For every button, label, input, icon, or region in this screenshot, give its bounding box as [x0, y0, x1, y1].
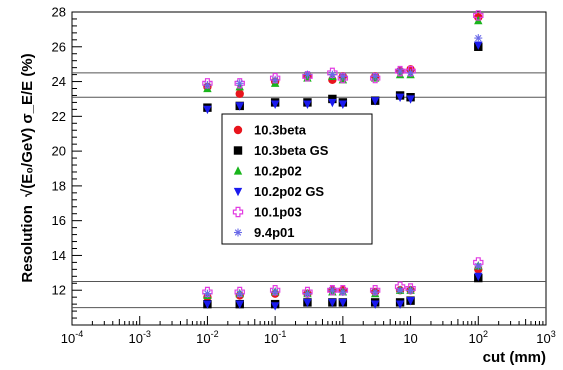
y-axis-label-prefix: Resolution: [19, 205, 36, 283]
data-point: [303, 70, 312, 79]
data-point: [327, 67, 338, 79]
data-point: [338, 72, 347, 81]
data-point: [203, 105, 212, 115]
data-point: [337, 285, 349, 296]
data-point: [338, 298, 348, 308]
data-points: [202, 10, 484, 311]
data-point: [270, 302, 280, 311]
legend-marker: [234, 228, 242, 237]
data-point: [474, 41, 483, 50]
data-point: [269, 72, 281, 84]
data-point: [371, 287, 380, 296]
data-point: [371, 72, 380, 81]
y-tick-label: 22: [52, 109, 66, 124]
data-point: [234, 286, 245, 298]
data-point: [235, 300, 244, 309]
data-point: [369, 285, 381, 296]
data-point: [406, 68, 415, 77]
legend-label: 10.3beta: [254, 123, 307, 138]
x-tick-label: 10-3: [128, 329, 150, 346]
series-10-1p03: [202, 10, 484, 298]
data-point: [328, 298, 337, 308]
data-point: [328, 286, 337, 295]
legend-marker: [233, 146, 243, 155]
legend-label: 10.3beta GS: [254, 143, 329, 158]
legend-marker: [232, 206, 244, 218]
data-point: [271, 75, 280, 84]
x-tick-label: 10-1: [264, 329, 286, 346]
data-point: [370, 97, 380, 106]
y-tick-label: 18: [52, 178, 66, 193]
legend-marker: [233, 166, 243, 175]
data-point: [474, 34, 483, 43]
x-tick-label: 10-4: [61, 329, 83, 346]
data-point: [270, 100, 280, 109]
data-point: [338, 287, 347, 296]
y-tick-label: 12: [52, 283, 66, 298]
data-point: [303, 298, 312, 308]
series-10-2p02-gs: [203, 41, 483, 311]
y-tick-label: 24: [52, 74, 66, 89]
plot-frame: [71, 11, 547, 326]
svg-text:Resolution √(E₀/GeV) σ_E: Resolution √(E₀/GeV) σ_E/E (%): [19, 53, 36, 282]
x-tick-label: 102: [469, 329, 488, 346]
x-tick-label: 1: [339, 331, 346, 346]
data-point: [395, 93, 405, 103]
data-point: [203, 81, 212, 90]
data-point: [396, 67, 405, 76]
data-point: [473, 10, 484, 21]
y-tick-label: 26: [52, 39, 66, 54]
data-point: [269, 285, 281, 296]
y-tick-label: 28: [52, 5, 66, 20]
legend-label: 10.2p02: [254, 164, 302, 179]
y-tick-label: 16: [52, 213, 66, 228]
data-point: [271, 287, 280, 296]
axes: 10-4 10-3 10-2 10-1 1 10 102 103 12 14 16 18 20 22 24 2…: [52, 5, 556, 347]
data-point: [406, 297, 415, 306]
data-point: [395, 300, 405, 309]
data-point: [474, 261, 483, 270]
x-tick-label: 10: [403, 331, 417, 346]
data-point: [203, 300, 212, 309]
y-axis-label-formula: √(E₀/GeV) σ_E/E (%): [19, 53, 36, 197]
data-point: [474, 272, 483, 282]
x-tick-label: 103: [536, 329, 555, 346]
data-point: [370, 300, 380, 309]
data-point: [302, 286, 313, 298]
legend-label: 10.1p03: [254, 205, 302, 220]
data-point: [202, 78, 213, 89]
data-point: [235, 89, 244, 98]
y-axis-label: Resolution √(E₀/GeV) σ_E/E (%): [19, 53, 36, 282]
legend-marker: [233, 125, 243, 135]
legend-label: 10.2p02 GS: [254, 184, 324, 199]
legend: 10.3beta 10.3beta GS 10.2p02 10.2p02 GS 10.1…: [221, 113, 373, 245]
data-point: [235, 79, 244, 88]
legend-box: [221, 113, 373, 245]
data-point: [235, 289, 244, 298]
data-point: [328, 70, 337, 79]
data-point: [406, 286, 415, 295]
data-point: [406, 95, 415, 104]
legend-marker: [233, 187, 243, 197]
data-point: [303, 289, 312, 298]
data-point: [405, 65, 416, 77]
series-9-4p01: [203, 34, 483, 298]
data-point: [202, 286, 213, 298]
y-tick-label: 14: [52, 248, 66, 263]
data-point: [303, 100, 312, 109]
data-point: [328, 98, 337, 108]
data-point: [203, 289, 212, 298]
data-point: [405, 283, 416, 294]
y-tick-label: 20: [52, 144, 66, 159]
data-point: [396, 286, 405, 295]
legend-label: 9.4p01: [254, 225, 294, 240]
data-point: [338, 100, 348, 109]
x-tick-label: 10-2: [196, 329, 218, 346]
x-axis-label: cut (mm): [483, 349, 546, 366]
data-point: [235, 102, 244, 111]
